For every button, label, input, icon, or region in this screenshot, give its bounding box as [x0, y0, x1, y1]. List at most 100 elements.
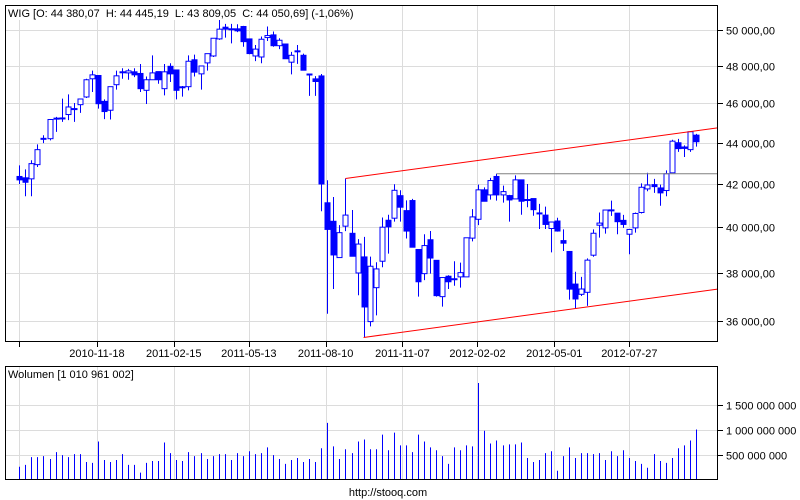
candle — [657, 184, 664, 206]
candle — [614, 212, 621, 235]
candle-body-down — [560, 240, 567, 244]
candle-body-up — [663, 173, 670, 192]
candle-body-up — [161, 71, 168, 90]
candle-body-up — [626, 228, 633, 235]
candle — [403, 200, 410, 239]
price-label-bg — [7, 6, 362, 20]
candle-body-down — [524, 199, 531, 202]
y-tick-label: 42 000,00 — [726, 180, 775, 192]
candle-body-up — [276, 39, 283, 47]
candle — [487, 177, 494, 200]
candle — [22, 169, 29, 197]
candle-body-down — [657, 187, 664, 194]
candle-body-down — [675, 142, 682, 150]
candle — [282, 43, 289, 60]
candle — [512, 175, 519, 200]
candle — [626, 228, 633, 255]
candle-body-up — [113, 75, 120, 86]
candle — [385, 214, 392, 254]
candle — [71, 103, 78, 122]
candle — [312, 76, 319, 96]
candle-body-up — [228, 28, 235, 31]
candle-body-up — [65, 106, 72, 116]
candle — [506, 194, 513, 222]
candle-body-up — [457, 272, 464, 278]
candle — [644, 172, 651, 192]
candle — [330, 197, 337, 290]
candle-body-down — [403, 210, 410, 232]
candle — [77, 98, 84, 113]
candle-body-down — [566, 250, 573, 290]
candle — [83, 78, 90, 98]
candle-body-up — [548, 221, 555, 229]
x-tick-label: 2011-05-13 — [221, 348, 276, 360]
candle — [463, 237, 470, 278]
candle — [584, 258, 591, 306]
candle — [119, 68, 126, 79]
trend-lines — [345, 127, 718, 338]
candle — [143, 76, 150, 104]
candle — [240, 25, 247, 47]
volume-tick-label: 500 000 000 — [726, 451, 787, 463]
candle — [554, 217, 561, 232]
candle — [300, 53, 307, 71]
volume-grid — [6, 367, 717, 479]
candle-body-down — [409, 200, 416, 248]
x-tick-label: 2011-11-07 — [375, 348, 430, 360]
candle — [681, 145, 688, 157]
candle-body-up — [578, 288, 585, 295]
candle-body-up — [210, 37, 217, 57]
candle-body-up — [463, 237, 470, 278]
candle-body-up — [687, 131, 694, 151]
candle-body-up — [584, 259, 591, 293]
candle-body-up — [204, 53, 211, 64]
x-tick-label: 2011-08-10 — [298, 348, 353, 360]
candle-body-down — [481, 189, 488, 202]
candle-body-down — [361, 256, 368, 308]
candle-body-up — [632, 212, 639, 229]
candle-body-up — [83, 79, 90, 98]
x-tick-label: 2010-11-18 — [69, 348, 124, 360]
candle — [53, 116, 60, 132]
candle — [493, 173, 500, 201]
candle-body-up — [294, 50, 301, 53]
axes: 2010-11-18 2011-02-15 2011-05-13 2011-08-10… — [19, 26, 796, 463]
candle-body-down — [324, 202, 331, 230]
candle — [638, 183, 645, 214]
candle-body-down — [95, 75, 102, 105]
candle — [264, 26, 271, 41]
candle — [40, 135, 47, 144]
candle-body-up — [638, 186, 645, 213]
candle-body-up — [143, 79, 150, 91]
candle-body-down — [493, 175, 500, 196]
candle — [409, 198, 416, 248]
candle — [524, 183, 531, 208]
x-tick-label: 2011-02-15 — [146, 348, 201, 360]
candle-body-up — [421, 245, 428, 275]
candle-body-down — [530, 198, 537, 211]
candle — [361, 236, 368, 338]
candle-body-down — [131, 71, 138, 76]
candle-body-up — [391, 189, 398, 219]
candle — [651, 178, 658, 193]
candle-body-down — [330, 220, 337, 256]
candle-body-up — [59, 117, 66, 120]
candle — [210, 37, 217, 58]
candle — [342, 178, 349, 232]
candle-body-down — [397, 195, 404, 208]
y-tick-label: 50 000,00 — [726, 26, 775, 38]
candle — [355, 239, 362, 296]
candle-body-up — [367, 265, 374, 323]
candle — [252, 45, 259, 62]
footer-url[interactable]: http://stooq.com — [349, 487, 427, 499]
candle — [204, 53, 211, 71]
trend-line-channel-lower — [363, 288, 718, 338]
candle — [518, 179, 525, 215]
candle — [306, 73, 313, 96]
candle-body-down — [542, 214, 549, 225]
candle — [137, 64, 144, 92]
volume-bars — [19, 382, 697, 480]
candle-body-up — [644, 184, 651, 190]
x-tick-label: 2012-05-01 — [526, 348, 582, 360]
